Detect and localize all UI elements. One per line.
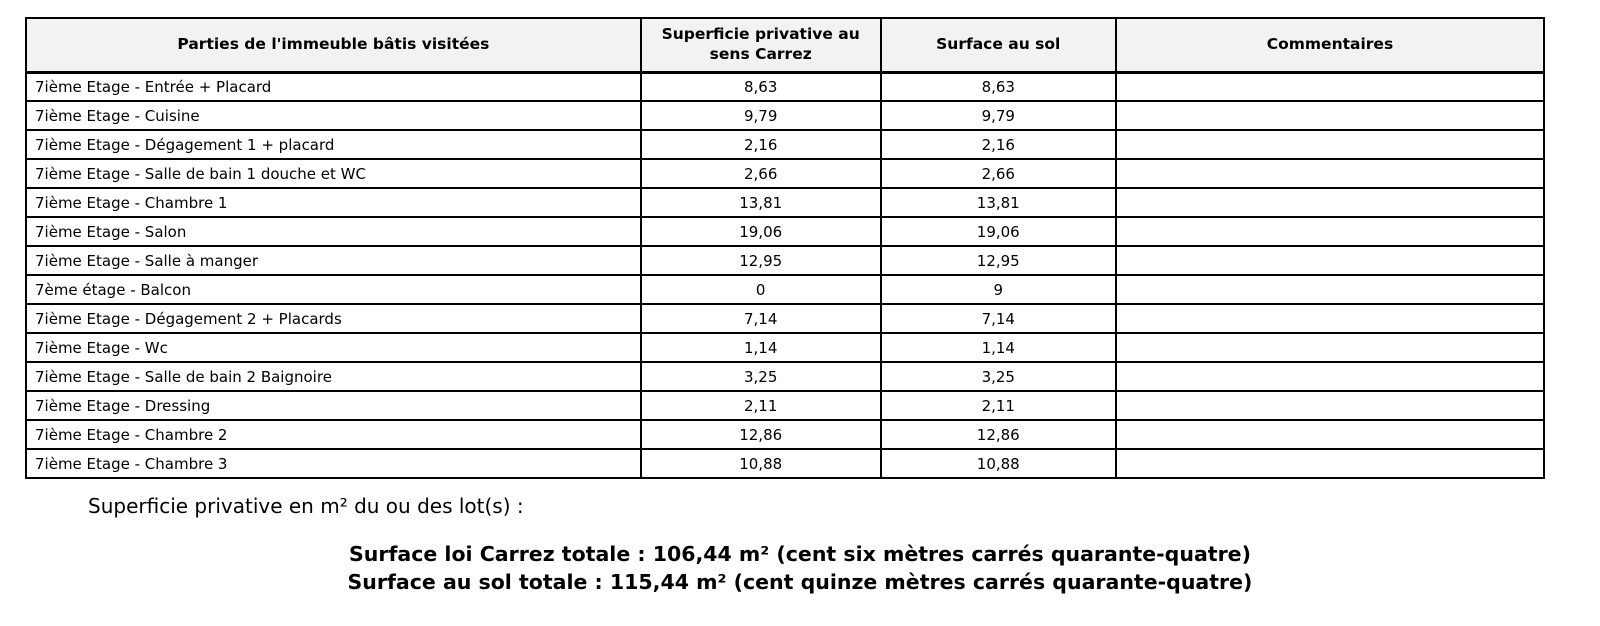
- cell-comment: [1114, 419, 1546, 450]
- cell-carrez: 12,86: [639, 419, 882, 450]
- cell-floor: 2,11: [879, 390, 1117, 421]
- cell-carrez: 13,81: [639, 187, 882, 218]
- cell-floor: 19,06: [879, 216, 1117, 247]
- cell-carrez: 1,14: [639, 332, 882, 363]
- cell-carrez: 12,95: [639, 245, 882, 276]
- cell-comment: [1114, 390, 1546, 421]
- cell-carrez: 3,25: [639, 361, 882, 392]
- table-row: 7ième Etage - Salle de bain 1 douche et …: [25, 158, 1546, 189]
- cell-part: 7ème étage - Balcon: [25, 274, 642, 305]
- table-row: 7ième Etage - Dégagement 2 + Placards 7,1…: [25, 303, 1546, 334]
- cell-part: 7ième Etage - Salle à manger: [25, 245, 642, 276]
- table-row: 7ième Etage - Chambre 2 12,86 12,86: [25, 419, 1546, 450]
- cell-floor: 9: [879, 274, 1117, 305]
- cell-carrez: 19,06: [639, 216, 882, 247]
- table-row: 7ième Etage - Chambre 1 13,81 13,81: [25, 187, 1546, 218]
- cell-part: 7ième Etage - Salle de bain 1 douche et …: [25, 158, 642, 189]
- cell-part: 7ième Etage - Chambre 3: [25, 448, 642, 479]
- cell-floor: 1,14: [879, 332, 1117, 363]
- cell-comment: [1114, 448, 1546, 479]
- cell-comment: [1114, 332, 1546, 363]
- cell-part: 7ième Etage - Dégagement 1 + placard: [25, 129, 642, 160]
- table-row: 7ième Etage - Cuisine 9,79 9,79: [25, 100, 1546, 131]
- cell-carrez: 0: [639, 274, 882, 305]
- cell-floor: 12,95: [879, 245, 1117, 276]
- cell-floor: 12,86: [879, 419, 1117, 450]
- cell-part: 7ième Etage - Chambre 1: [25, 187, 642, 218]
- table-row: 7ième Etage - Wc 1,14 1,14: [25, 332, 1546, 363]
- cell-carrez: 7,14: [639, 303, 882, 334]
- header-parties: Parties de l'immeuble bâtis visitées: [25, 17, 642, 74]
- cell-floor: 2,16: [879, 129, 1117, 160]
- table-row: 7ième Etage - Entrée + Placard 8,63 8,63: [25, 71, 1546, 102]
- table-row: 7ième Etage - Dressing 2,11 2,11: [25, 390, 1546, 421]
- table-row: 7ième Etage - Dégagement 1 + placard 2,16…: [25, 129, 1546, 160]
- cell-floor: 8,63: [879, 71, 1117, 102]
- cell-carrez: 10,88: [639, 448, 882, 479]
- table-body: 7ième Etage - Entrée + Placard 8,63 8,63 7i…: [25, 71, 1546, 479]
- cell-floor: 7,14: [879, 303, 1117, 334]
- table-row: 7ième Etage - Salon 19,06 19,06: [25, 216, 1546, 247]
- cell-floor: 2,66: [879, 158, 1117, 189]
- cell-comment: [1114, 71, 1546, 102]
- cell-part: 7ième Etage - Chambre 2: [25, 419, 642, 450]
- cell-part: 7ième Etage - Salon: [25, 216, 642, 247]
- table-row: 7ème étage - Balcon 0 9: [25, 274, 1546, 305]
- cell-part: 7ième Etage - Dressing: [25, 390, 642, 421]
- cell-part: 7ième Etage - Dégagement 2 + Placards: [25, 303, 642, 334]
- table-row: 7ième Etage - Salle de bain 2 Baignoire 3…: [25, 361, 1546, 392]
- header-row: Parties de l'immeuble bâtis visitées Sup…: [25, 17, 1546, 74]
- cell-comment: [1114, 361, 1546, 392]
- cell-carrez: 2,16: [639, 129, 882, 160]
- cell-floor: 9,79: [879, 100, 1117, 131]
- header-superficie-carrez: Superficie privative au sens Carrez: [639, 17, 882, 74]
- cell-floor: 10,88: [879, 448, 1117, 479]
- cell-comment: [1114, 303, 1546, 334]
- totals-block: Surface loi Carrez totale : 106,44 m² (c…: [0, 540, 1600, 596]
- cell-part: 7ième Etage - Salle de bain 2 Baignoire: [25, 361, 642, 392]
- cell-floor: 13,81: [879, 187, 1117, 218]
- header-commentaires: Commentaires: [1114, 17, 1546, 74]
- cell-carrez: 2,66: [639, 158, 882, 189]
- cell-comment: [1114, 158, 1546, 189]
- floor-total-line: Surface au sol totale : 115,44 m² (cent …: [347, 570, 1253, 594]
- surface-measurement-table: Parties de l'immeuble bâtis visitées Sup…: [25, 17, 1546, 479]
- cell-comment: [1114, 274, 1546, 305]
- cell-comment: [1114, 100, 1546, 131]
- cell-carrez: 2,11: [639, 390, 882, 421]
- header-surface-sol: Surface au sol: [879, 17, 1117, 74]
- cell-part: 7ième Etage - Cuisine: [25, 100, 642, 131]
- cell-comment: [1114, 187, 1546, 218]
- table-row: 7ième Etage - Chambre 3 10,88 10,88: [25, 448, 1546, 479]
- table-row: 7ième Etage - Salle à manger 12,95 12,95: [25, 245, 1546, 276]
- table-header: Parties de l'immeuble bâtis visitées Sup…: [25, 17, 1546, 74]
- superficie-intro-text: Superficie privative en m² du ou des lot…: [88, 494, 524, 518]
- cell-comment: [1114, 129, 1546, 160]
- cell-comment: [1114, 245, 1546, 276]
- cell-floor: 3,25: [879, 361, 1117, 392]
- cell-carrez: 8,63: [639, 71, 882, 102]
- cell-comment: [1114, 216, 1546, 247]
- cell-carrez: 9,79: [639, 100, 882, 131]
- cell-part: 7ième Etage - Wc: [25, 332, 642, 363]
- carrez-total-line: Surface loi Carrez totale : 106,44 m² (c…: [349, 542, 1251, 566]
- cell-part: 7ième Etage - Entrée + Placard: [25, 71, 642, 102]
